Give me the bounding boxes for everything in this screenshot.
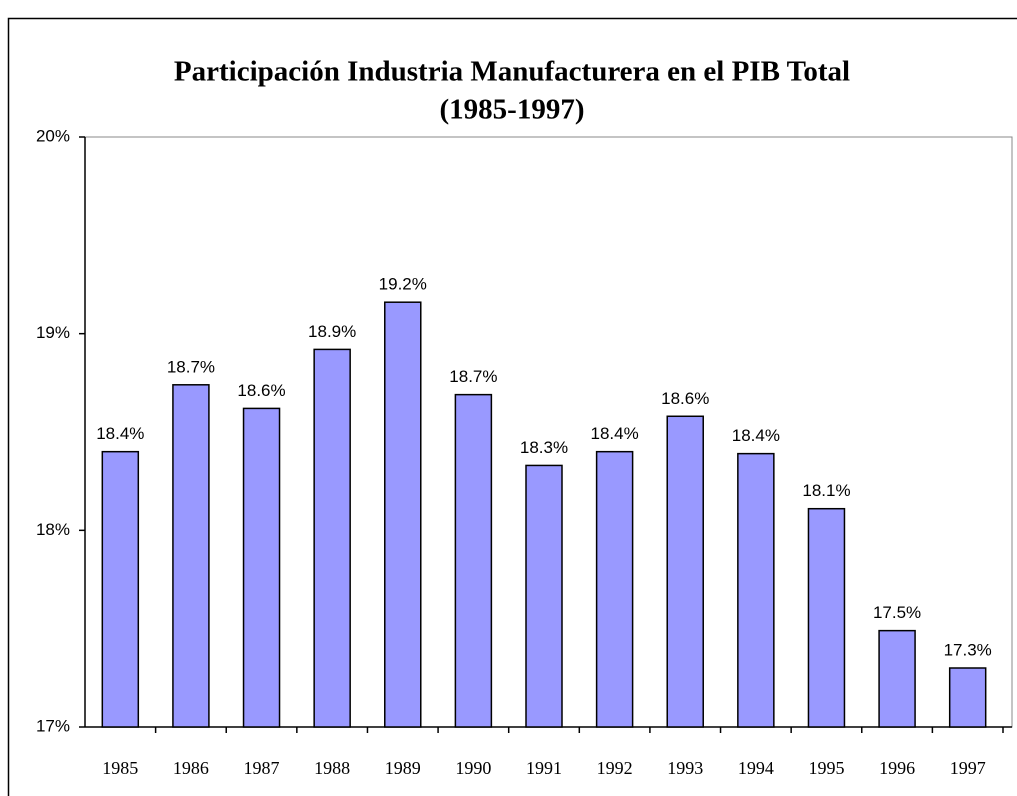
value-label: 18.4% (591, 424, 639, 443)
value-label: 18.1% (802, 481, 850, 500)
bar (242, 407, 281, 728)
x-tick-label: 1986 (173, 758, 209, 778)
bar (948, 667, 987, 728)
bar (737, 452, 775, 728)
x-tick-label: 1994 (738, 758, 774, 778)
value-label: 19.2% (379, 275, 427, 294)
y-tick-label: 17% (36, 716, 70, 735)
value-label: 18.4% (96, 424, 144, 443)
x-tick-label: 1992 (597, 758, 633, 778)
x-tick-label: 1996 (879, 758, 915, 778)
bar (384, 301, 422, 728)
value-label: 17.3% (944, 640, 992, 659)
x-tick-label: 1988 (314, 758, 350, 778)
bar (172, 384, 210, 728)
x-tick-label: 1990 (455, 758, 491, 778)
y-tick-label: 19% (36, 323, 70, 342)
x-tick-label: 1987 (244, 758, 280, 778)
bar (101, 450, 140, 728)
bar (878, 629, 916, 728)
bar (666, 415, 704, 728)
value-label: 18.7% (449, 367, 497, 386)
y-tick-label: 20% (36, 126, 70, 145)
x-tick-label: 1997 (950, 758, 986, 778)
x-tick-label: 1993 (667, 758, 703, 778)
chart-subtitle: (1985-1997) (440, 94, 585, 126)
chart-frame (7, 17, 1017, 796)
x-tick-label: 1989 (385, 758, 421, 778)
bar (525, 464, 563, 728)
chart-title: Participación Industria Manufacturera en… (174, 56, 850, 88)
x-tick-label: 1991 (526, 758, 562, 778)
bar (454, 393, 493, 728)
value-label: 18.3% (520, 438, 568, 457)
value-label: 17.5% (873, 603, 921, 622)
value-label: 18.6% (661, 389, 709, 408)
y-tick-label: 18% (36, 520, 70, 539)
value-label: 18.7% (167, 357, 215, 376)
bar (807, 507, 846, 728)
value-label: 18.4% (732, 426, 780, 445)
value-label: 18.6% (237, 381, 285, 400)
bar (313, 348, 351, 728)
x-tick-label: 1995 (808, 758, 844, 778)
value-label: 18.9% (308, 322, 356, 341)
bar (595, 450, 634, 728)
x-tick-label: 1985 (102, 758, 138, 778)
